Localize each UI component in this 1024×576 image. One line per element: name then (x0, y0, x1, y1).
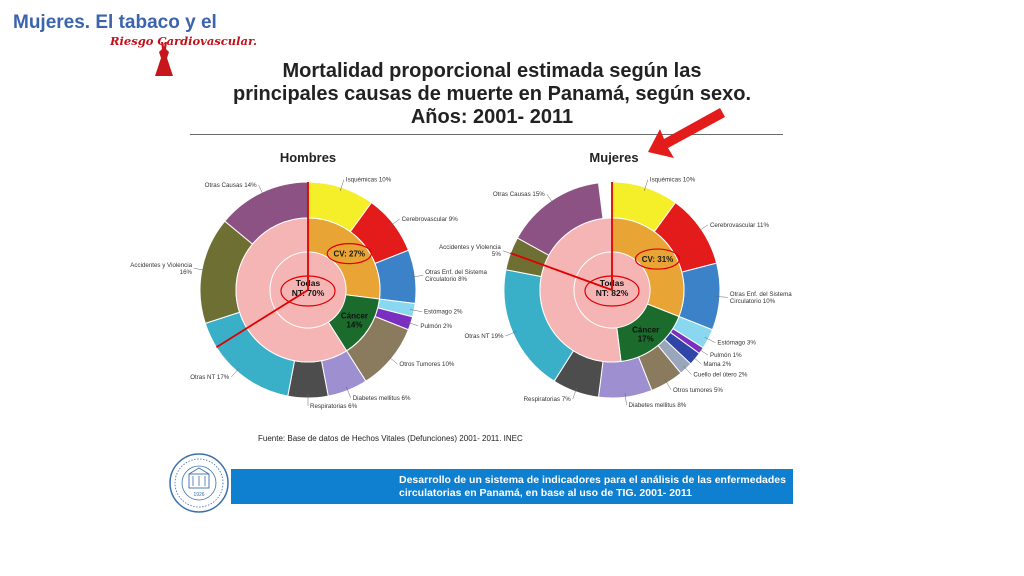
label-leader (406, 321, 419, 327)
label-leader (411, 275, 424, 278)
seal-year: 1926 (193, 492, 204, 498)
red-arrow-icon (648, 108, 725, 158)
label-leader (390, 218, 400, 227)
chart-title: Mujeres (589, 150, 638, 165)
slice-label: Otras Enf. del Sistema Circulatorio 8% (425, 269, 487, 283)
red-dress-icon (155, 42, 173, 76)
donut-chart-hombres: Hombres Isquémicas 10% Cerebrovascular 9% O… (130, 150, 487, 410)
slice-label: Diabetes mellitus 6% (353, 395, 411, 402)
deck-subtitle: Riesgo Cardiovascular. (110, 34, 257, 48)
slice-label: Estómago 2% (424, 309, 463, 316)
footer-banner: Desarrollo de un sistema de indicadores … (231, 469, 793, 504)
label-leader (704, 336, 716, 343)
slice-label: Cerebrovascular 9% (402, 216, 459, 223)
label-leader (505, 331, 517, 337)
label-leader (715, 296, 728, 298)
cv-highlight-ellipse (634, 248, 681, 270)
slice-label: Otros tumores 5% (673, 387, 723, 394)
slice-label: Cuello del útero 2% (693, 372, 748, 379)
slice-label: Respiratorias 7% (524, 396, 572, 403)
slice-label: Otras Enf. del Sistema Circulatorio 10% (730, 291, 792, 305)
label-leader (231, 367, 240, 378)
slice-label: Cerebrovascular 11% (710, 222, 770, 229)
label-leader (643, 179, 649, 192)
label-leader (691, 356, 702, 365)
slice-label: Otras Causas 15% (493, 191, 545, 198)
label-leader (546, 193, 554, 205)
label-leader (387, 356, 398, 365)
label-leader (697, 348, 709, 356)
label-leader (194, 268, 206, 271)
chart-title: Hombres (280, 150, 336, 165)
slice-label: Mama 2% (703, 361, 731, 368)
cv-label: CV: 27% (333, 250, 365, 259)
slice-label: Isquémicas 10% (650, 177, 696, 184)
label-leader (683, 365, 692, 375)
cancer-label: Cáncer 17% (632, 325, 659, 343)
title-divider (190, 134, 783, 135)
slice-label: Pulmón 2% (420, 323, 452, 330)
label-leader (572, 387, 578, 400)
institution-seal-icon: 1926 (169, 453, 229, 513)
slice-label: Pulmón 1% (710, 352, 742, 359)
slice-label: Respiratorias 6% (310, 403, 358, 410)
source-note: Fuente: Base de datos de Hechos Vitales … (258, 434, 523, 443)
label-leader (258, 184, 264, 197)
slice-label: Estómago 3% (717, 340, 756, 347)
slice-label: Diabetes mellitus 8% (629, 402, 687, 409)
slice-label: Otras NT 19% (464, 333, 504, 340)
slice-label: Otras Causas 14% (205, 182, 257, 189)
slice-label: Isquémicas 10% (346, 177, 392, 184)
slice-label: Accidentes y Violencia 5% (439, 244, 501, 258)
banner-text: Desarrollo de un sistema de indicadores … (399, 474, 786, 499)
label-leader (339, 179, 345, 192)
slice-label: Otras NT 17% (190, 374, 230, 381)
deck-title: Mujeres. El tabaco y el (13, 12, 217, 33)
label-leader (664, 379, 672, 390)
label-leader (624, 393, 627, 406)
slide-title: Mortalidad proporcional estimada según l… (233, 60, 751, 128)
slice-label: Accidentes y Violencia 16% (130, 262, 192, 276)
donut-chart-mujeres: Mujeres Isquémicas 10% Cerebrovascular 11%… (439, 150, 792, 409)
label-leader (410, 309, 422, 312)
label-leader (346, 386, 351, 398)
highlight-line-diagonal (510, 252, 613, 291)
label-leader (697, 224, 709, 232)
cv-label: CV: 31% (642, 255, 674, 264)
cv-highlight-ellipse (326, 243, 372, 265)
highlight-line-diagonal (215, 289, 309, 348)
slice-label: Otros Tumores 10% (399, 361, 455, 368)
cancer-label: Cáncer 14% (341, 311, 368, 329)
